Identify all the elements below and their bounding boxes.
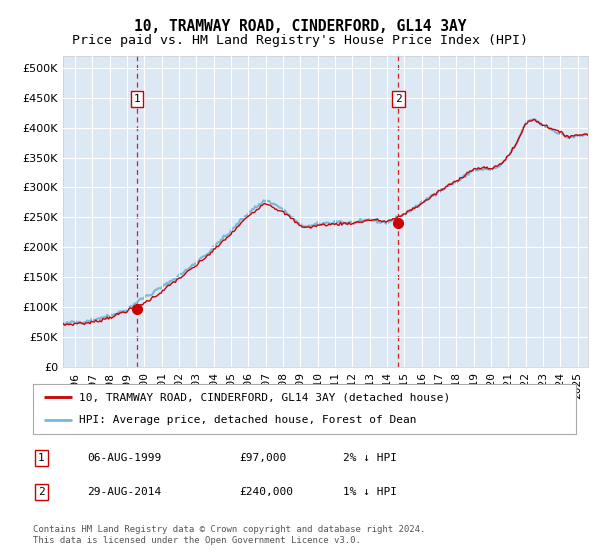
Text: 06-AUG-1999: 06-AUG-1999 (88, 453, 161, 463)
Text: HPI: Average price, detached house, Forest of Dean: HPI: Average price, detached house, Fore… (79, 416, 416, 426)
Text: £97,000: £97,000 (239, 453, 287, 463)
Text: 2: 2 (38, 487, 44, 497)
Text: Contains HM Land Registry data © Crown copyright and database right 2024.
This d: Contains HM Land Registry data © Crown c… (33, 525, 425, 545)
Text: 10, TRAMWAY ROAD, CINDERFORD, GL14 3AY (detached house): 10, TRAMWAY ROAD, CINDERFORD, GL14 3AY (… (79, 392, 451, 402)
Text: 10, TRAMWAY ROAD, CINDERFORD, GL14 3AY: 10, TRAMWAY ROAD, CINDERFORD, GL14 3AY (134, 19, 466, 34)
Text: 1: 1 (38, 453, 44, 463)
Text: 1: 1 (134, 94, 140, 104)
Text: 2% ↓ HPI: 2% ↓ HPI (343, 453, 397, 463)
Text: Price paid vs. HM Land Registry's House Price Index (HPI): Price paid vs. HM Land Registry's House … (72, 34, 528, 47)
Text: 29-AUG-2014: 29-AUG-2014 (88, 487, 161, 497)
Text: £240,000: £240,000 (239, 487, 293, 497)
Text: 1% ↓ HPI: 1% ↓ HPI (343, 487, 397, 497)
Text: 2: 2 (395, 94, 402, 104)
